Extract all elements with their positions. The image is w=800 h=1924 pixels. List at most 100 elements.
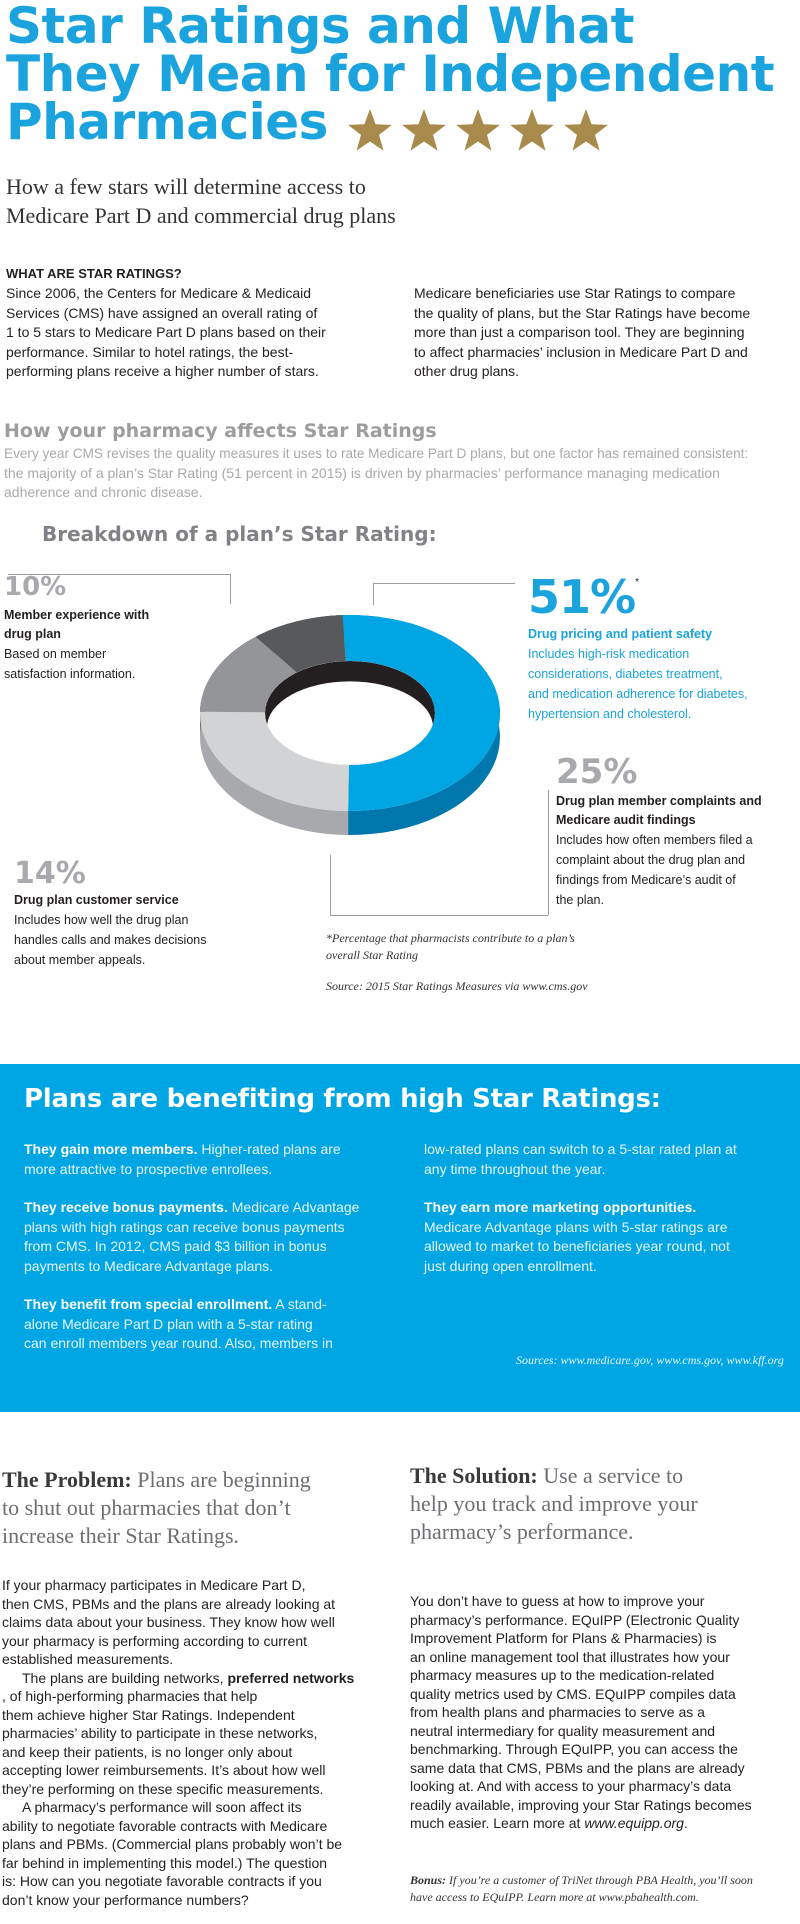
text-line: complaint about the drug plan and (556, 853, 746, 867)
donut-slice-14pct (200, 636, 297, 713)
text-span: Higher-rated plans are (197, 1141, 341, 1157)
text-line: plans with high ratings can receive bonu… (24, 1218, 345, 1235)
text-line: to shut out pharmacies that don’t (2, 1495, 291, 1520)
star-icon (564, 108, 608, 151)
benefits-sources: Sources: www.medicare.gov, www.cms.gov, … (516, 1353, 784, 1367)
segment-label: Drug pricing and patient safety (528, 627, 713, 641)
text-line: from CMS. In 2012, CMS paid $3 billion i… (24, 1238, 327, 1254)
text-line: and keep their patients, is no longer on… (2, 1743, 293, 1760)
text-line: pharmacy’s performance. EQuIPP (Electron… (410, 1611, 740, 1628)
text-line: them achieve higher Star Ratings. Indepe… (2, 1706, 295, 1723)
text-line: your pharmacy is performing according to… (2, 1632, 308, 1649)
text-line: low-rated plans can switch to a 5-star r… (424, 1141, 737, 1157)
benefits-title: Plans are benefiting from high Star Rati… (24, 1084, 661, 1114)
text-span: Plans are beginning (131, 1467, 311, 1492)
equipp-link[interactable]: www.equipp.org (584, 1815, 684, 1831)
title-line-3-text: Pharmacies (6, 93, 328, 151)
segment-label: Drug plan member complaints and Medicare… (556, 792, 796, 830)
what-are-left-text: Since 2006, the Centers for Medicare & M… (6, 284, 406, 382)
segment-pct: 51% (528, 570, 636, 624)
text-line: more attractive to prospective enrollees… (24, 1160, 273, 1177)
text-line: much easier. Learn more at www.equipp.or… (410, 1814, 798, 1833)
text-line: increase their Star Ratings. (2, 1523, 240, 1548)
breakdown-source: Source: 2015 Star Ratings Measures via w… (326, 979, 588, 993)
breakdown-footnote: *Percentage that pharmacists contribute … (326, 930, 586, 964)
text-line: The Solution: Use a service to (410, 1462, 790, 1490)
problem-lead: The Problem: (2, 1467, 132, 1492)
problem-body: If your pharmacy participates in Medicar… (2, 1576, 394, 1909)
text-span: Medicare Advantage (227, 1199, 360, 1215)
text-line: looking at. And with access to your phar… (410, 1778, 732, 1794)
affects-text: Every year CMS revises the quality measu… (4, 444, 794, 503)
text-line: They receive bonus payments. Medicare Ad… (24, 1198, 384, 1218)
text-line: pharmacies’ ability to participate in th… (2, 1725, 318, 1741)
text-line: *Percentage that pharmacists contribute … (326, 931, 575, 945)
text-span: The plans are building networks, (22, 1669, 228, 1686)
title-line-1: Star Ratings and What (6, 0, 634, 55)
leader-line (330, 855, 331, 915)
text-line: Improvement Platform for Plans & Pharmac… (410, 1630, 717, 1646)
text-line: Medicare Advantage plans with 5-star rat… (424, 1218, 728, 1235)
text-line: Bonus: If you’re a customer of TriNet th… (410, 1872, 800, 1889)
text-line: the majority of a plan’s Star Rating (51… (4, 464, 720, 481)
segment-desc: Includes high-risk medication considerat… (528, 644, 798, 724)
segment-pct-row: 51%* (528, 570, 798, 624)
text-line: A pharmacy’s performance will soon affec… (22, 1799, 302, 1815)
text-span: . (683, 1815, 688, 1831)
text-line: established measurements. (2, 1651, 174, 1667)
text-line: quality metrics used by CMS. EQuIPP comp… (410, 1685, 736, 1702)
segment-pct: 10% (4, 572, 67, 602)
text-line: plans and PBMs. (Commercial plans probab… (2, 1836, 343, 1852)
donut-hole (265, 661, 435, 765)
text-line: satisfaction information. (4, 667, 136, 681)
text-line: Includes how often members filed a (556, 833, 753, 847)
star-icon (402, 108, 446, 151)
text-line: performing plans receive a higher number… (6, 363, 319, 379)
text-line: Medicare beneficiaries use Star Ratings … (414, 285, 736, 301)
text-line: other drug plans. (414, 363, 520, 379)
text-line: Services (CMS) have assigned an overall … (6, 304, 318, 321)
text-line: to affect pharmacies’ inclusion in Medic… (414, 343, 748, 360)
subtitle-line-2: Medicare Part D and commercial drug plan… (6, 203, 396, 228)
subtitle-line-1: How a few stars will determine access to (6, 174, 366, 199)
text-line: pharmacy measures up to the medication-r… (410, 1667, 715, 1683)
segment-pct: 14% (14, 856, 86, 891)
text-line: ability to negotiate favorable contracts… (2, 1817, 328, 1834)
segment-member-experience: 10% Member experience with drug plan Bas… (4, 572, 194, 684)
text-line: claims data about your business. They kn… (2, 1614, 335, 1630)
text-line: They benefit from special enrollment. A … (24, 1295, 394, 1315)
text-line: same data that CMS, PBMs and the plans a… (410, 1759, 745, 1776)
text-line: payments to Medicare Advantage plans. (24, 1257, 274, 1274)
segment-pct: 25% (556, 752, 638, 792)
title-line-3: Pharmacies (6, 97, 706, 153)
what-are-right-text: Medicare beneficiaries use Star Ratings … (414, 284, 798, 382)
leader-line (373, 583, 515, 584)
text-line: the plan. (556, 893, 604, 907)
solution-bonus: Bonus: If you’re a customer of TriNet th… (410, 1872, 800, 1906)
text-line: is: How can you negotiate favorable cont… (2, 1873, 322, 1889)
text-line: adherence and chronic disease. (4, 484, 203, 500)
leader-line (373, 583, 374, 605)
solution-lead: The Solution: (410, 1463, 538, 1488)
leader-line (548, 790, 549, 915)
segment-customer-service: 14% Drug plan customer service Includes … (14, 856, 234, 970)
problem-paragraph-1: If your pharmacy participates in Medicar… (2, 1576, 394, 1669)
segment-desc: Based on member satisfaction information… (4, 644, 194, 684)
benefit-lead: They earn more marketing opportunities. (424, 1199, 697, 1215)
text-line: Member experience with (4, 608, 150, 622)
solution-body: You don’t have to guess at how to improv… (410, 1592, 798, 1833)
benefit-bonus: They receive bonus payments. Medicare Ad… (24, 1198, 384, 1276)
text-line: , of high-performing pharmacies that hel… (2, 1688, 258, 1704)
text-line: have access to EQuIPP. Learn more at www… (410, 1890, 699, 1904)
donut-slice-51pct (342, 615, 500, 811)
benefit-lead: They receive bonus payments. (24, 1199, 228, 1215)
text-line: alone Medicare Part D plan with a 5-star… (24, 1315, 313, 1332)
donut-slice-10pct (255, 615, 346, 673)
problem-paragraph-2: The plans are building networks, preferr… (2, 1669, 394, 1799)
text-line: Includes high-risk medication (528, 647, 690, 661)
segment-complaints: 25% Drug plan member complaints and Medi… (556, 752, 796, 910)
donut-slice-25pct (200, 711, 349, 811)
text-line: If your pharmacy participates in Medicar… (2, 1577, 306, 1593)
leader-line (8, 574, 230, 575)
breakdown-title: Breakdown of a plan’s Star Rating: (42, 522, 437, 546)
